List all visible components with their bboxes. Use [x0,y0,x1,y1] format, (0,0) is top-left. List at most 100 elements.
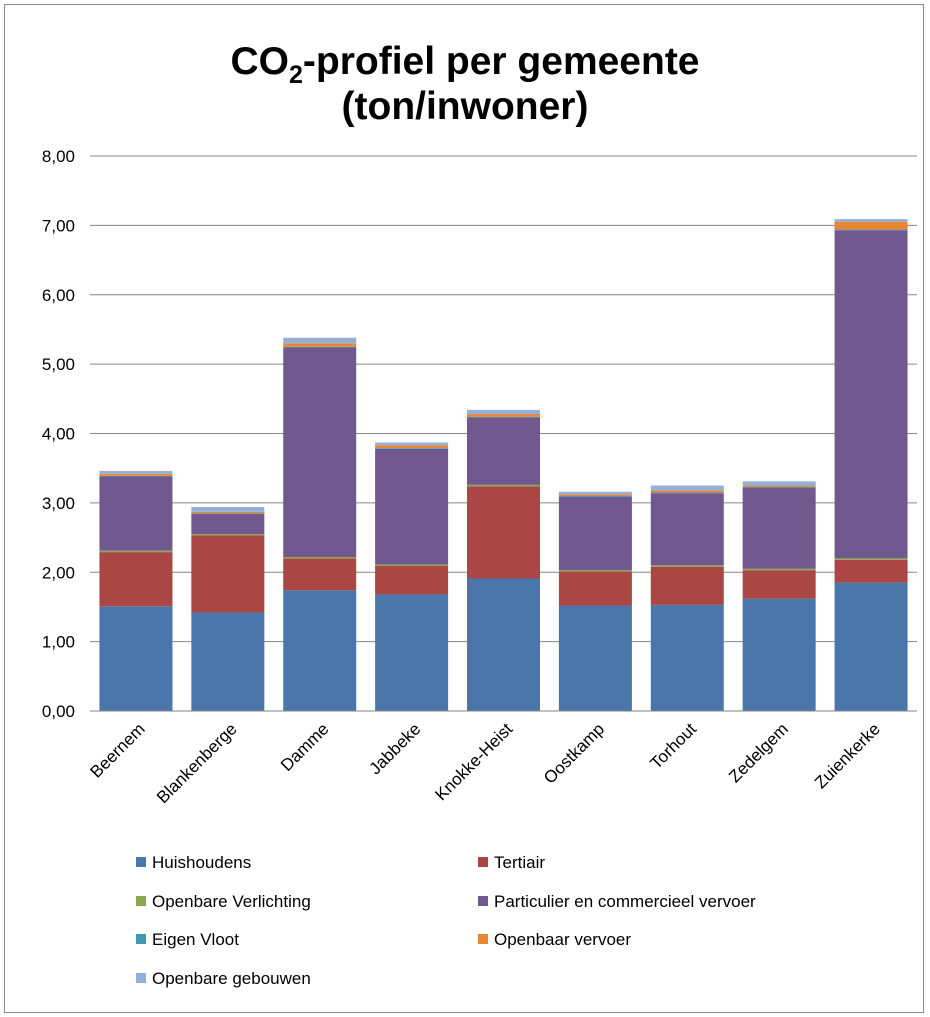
bar-segment [834,230,908,559]
bar-segment [650,565,724,567]
legend-swatch [136,896,146,906]
bar-segment [742,598,816,711]
x-tick-label: Knokke-Heist [431,719,516,804]
legend-swatch [478,896,488,906]
x-axis-category-labels: Beernem Blankenberge Damme Jabbeke Knokke-He… [87,719,884,807]
bar-segment [834,221,908,230]
bar-segment [742,570,816,599]
y-tick-label: 8,00 [42,147,75,166]
bar-segment [558,605,632,711]
bar-segment [191,534,265,536]
legend-swatch [478,934,488,944]
legend-label: Huishoudens [152,853,251,872]
bar-segment [467,417,540,485]
bar-segment [283,347,357,557]
legend-label: Eigen Vloot [152,930,239,949]
bar-segment [467,578,540,711]
bar-segment [375,442,449,446]
legend-label: Tertiair [494,853,545,872]
bar-stacks [99,219,908,711]
bar-segment [375,564,449,567]
legend-swatch [478,857,488,867]
bar-segment [375,448,449,565]
legend-label: Openbaar vervoer [494,930,631,949]
bar-segment [834,558,908,560]
bar-segment [742,481,816,486]
y-tick-label: 6,00 [42,286,75,305]
x-tick-label: Torhout [647,719,701,773]
bar-segment [558,571,632,606]
bar-segment [375,594,449,711]
bar-segment [375,448,449,449]
bar-segment [99,470,173,474]
bar-segment [650,493,724,566]
bar-segment [191,535,265,613]
x-tick-label: Zedelgem [725,719,792,786]
bar-segment [742,487,816,569]
bar-segment [99,552,173,607]
bar-segment [650,485,724,491]
bar-segment [467,414,540,417]
chart-title-suffix: -profiel per gemeente [303,40,700,83]
bar-segment [834,559,908,583]
bar-segment [99,473,173,476]
bar-segment [191,513,265,535]
legend-swatch [136,973,146,983]
bar-segment [283,343,357,347]
bar-segment [467,416,540,418]
legend-label: Openbare gebouwen [152,969,311,988]
chart-title-prefix: CO [231,40,290,83]
bar-segment [375,445,449,449]
chart-title-line1: CO2-profiel per gemeente [231,40,700,89]
bar-segment [191,507,265,512]
bar-segment [558,494,632,496]
y-axis-ticks: 0,00 1,00 2,00 3,00 4,00 5,00 6,00 7,00 8,00 [42,147,75,721]
bar-segment [742,486,816,488]
x-tick-label: Damme [277,719,333,775]
bar-segment [283,337,357,344]
x-tick-label: Blankenberge [153,719,241,807]
bar-segment [650,604,724,711]
bar-segment [558,570,632,572]
bar-segment [191,513,265,514]
bar-segment [742,485,816,487]
bar-segment [375,566,449,595]
chart-title-line2: (ton/inwoner) [342,85,589,128]
bar-segment [99,606,173,711]
bar-segment [650,492,724,494]
bar-segment [283,346,357,348]
bar-segment [558,496,632,571]
bar-segment [467,486,540,579]
bar-segment [558,495,632,497]
x-tick-label: Oostkamp [540,719,608,787]
bar-segment [191,511,265,514]
bar-segment [742,568,816,571]
bar-segment [558,491,632,495]
bar-segment [650,490,724,493]
y-tick-label: 7,00 [42,216,75,235]
bar-segment [283,556,357,559]
y-tick-label: 0,00 [42,702,75,721]
bar-segment [99,550,173,553]
y-tick-label: 5,00 [42,355,75,374]
y-tick-label: 3,00 [42,494,75,513]
y-tick-label: 1,00 [42,633,75,652]
bar-segment [99,476,173,551]
bar-segment [99,475,173,477]
bar-segment [467,409,540,415]
bar-segment [283,590,357,711]
legend: Huishoudens Tertiair Openbare Verlichting P… [136,853,756,988]
bar-segment [834,229,908,231]
bar-segment [834,219,908,222]
chart-title-subscript: 2 [289,61,303,89]
x-tick-label: Zuienkerke [811,719,884,792]
x-tick-label: Jabbeke [366,719,425,778]
y-tick-label: 2,00 [42,563,75,582]
y-tick-label: 4,00 [42,425,75,444]
bar-segment [650,566,724,605]
legend-swatch [136,934,146,944]
bar-segment [283,558,357,591]
x-tick-label: Beernem [87,719,149,781]
bar-segment [834,582,908,711]
